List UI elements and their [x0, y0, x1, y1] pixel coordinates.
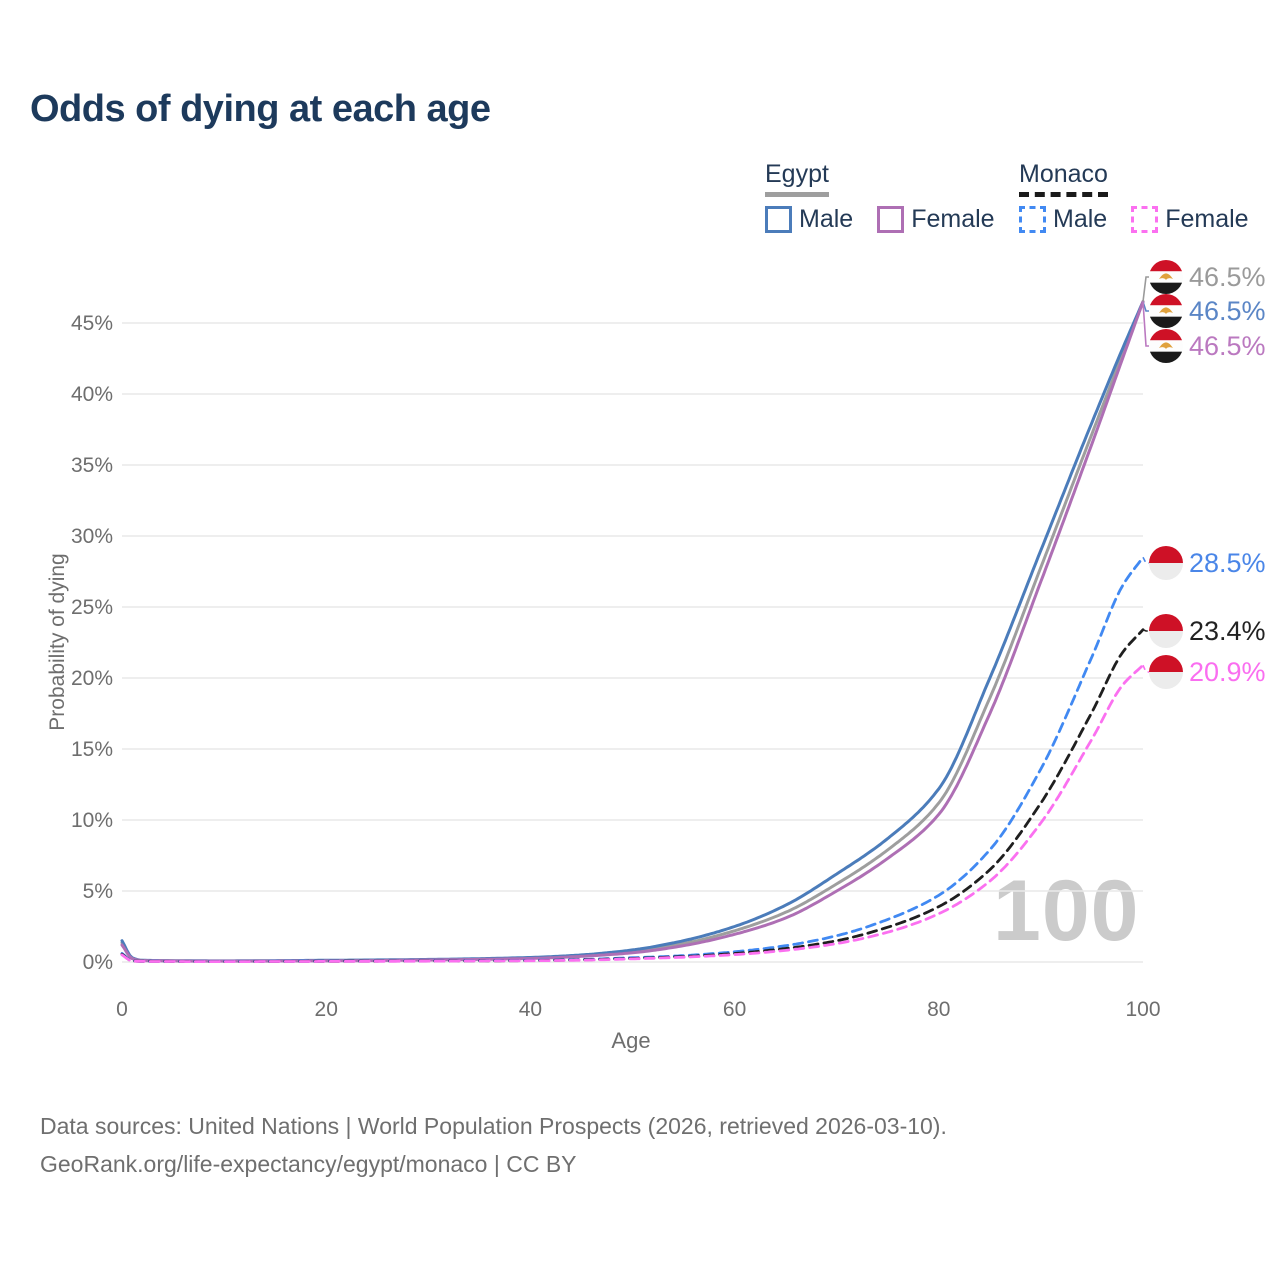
- series-line-egypt-female: [120, 300, 1145, 963]
- y-tick-label: 20%: [71, 667, 113, 690]
- egypt-flag-icon: [1149, 294, 1183, 328]
- monaco-flag-icon: [1149, 546, 1183, 580]
- series-line-monaco-male: [120, 555, 1145, 963]
- y-tick-label: 5%: [83, 880, 113, 903]
- y-tick-label: 35%: [71, 454, 113, 477]
- x-tick-label: 20: [315, 998, 338, 1021]
- end-value-label: 23.4%: [1189, 616, 1266, 646]
- footer-line-2: GeoRank.org/life-expectancy/egypt/monaco…: [40, 1150, 577, 1177]
- legend-item-label: Female: [911, 205, 995, 233]
- legend-item-egypt-male[interactable]: Male: [765, 205, 853, 234]
- legend-swatch-monaco-female: [1131, 206, 1159, 233]
- legend-row-monaco: Male Female: [1019, 205, 1249, 234]
- series-line-monaco-female: [120, 663, 1145, 963]
- end-label-connector: [1142, 664, 1149, 673]
- chart-title: Odds of dying at each age: [30, 88, 491, 130]
- footer-line-1: Data sources: United Nations | World Pop…: [40, 1113, 947, 1139]
- x-tick-label: 100: [1125, 998, 1160, 1021]
- x-axis-title: Age: [611, 1028, 651, 1053]
- y-tick-label: 10%: [71, 809, 113, 832]
- end-label-connector: [1142, 628, 1149, 632]
- legend-country-egypt: Egypt: [765, 160, 829, 197]
- y-tick-label: 40%: [71, 383, 113, 406]
- monaco-flag-icon: [1149, 655, 1183, 689]
- end-label-connector: [1142, 276, 1149, 302]
- end-value-label: 46.5%: [1189, 262, 1266, 292]
- legend-item-label: Male: [1053, 205, 1108, 233]
- series-line-egypt-male: [120, 300, 1145, 963]
- legend-group-monaco: Monaco Male Female: [1019, 160, 1249, 234]
- legend-swatch-monaco-male: [1019, 206, 1046, 233]
- legend-item-egypt-female[interactable]: Female: [877, 205, 995, 234]
- legend-item-label: Female: [1165, 205, 1249, 233]
- y-tick-label: 25%: [71, 596, 113, 619]
- y-axis-title: Probability of dying: [46, 553, 69, 731]
- footer: Data sources: United Nations | World Pop…: [40, 1108, 947, 1184]
- y-tick-label: 15%: [71, 738, 113, 761]
- end-value-label: 20.9%: [1189, 657, 1266, 687]
- y-tick-label: 45%: [71, 312, 113, 335]
- age-counter-watermark: 100: [993, 863, 1140, 959]
- legend-item-label: Male: [799, 205, 854, 233]
- end-value-label: 46.5%: [1189, 331, 1266, 361]
- y-tick-label: 0%: [83, 951, 113, 974]
- legend-item-monaco-female[interactable]: Female: [1131, 205, 1249, 234]
- legend-swatch-egypt-male: [765, 206, 792, 233]
- x-tick-label: 80: [927, 998, 950, 1021]
- end-value-label: 28.5%: [1189, 548, 1266, 578]
- legend-swatch-egypt-female: [877, 206, 905, 233]
- y-tick-label: 30%: [71, 525, 113, 548]
- egypt-flag-icon: [1149, 260, 1183, 294]
- legend-row-egypt: Male Female: [765, 205, 995, 234]
- x-tick-label: 60: [723, 998, 746, 1021]
- end-label-connector: [1142, 556, 1149, 564]
- end-label-connector: [1142, 301, 1149, 347]
- egypt-flag-icon: [1149, 329, 1183, 363]
- x-tick-label: 40: [519, 998, 542, 1021]
- series-line-egypt-both-sexes: [120, 300, 1145, 963]
- monaco-flag-icon: [1149, 614, 1183, 648]
- legend-group-egypt: Egypt Male Female: [765, 160, 995, 234]
- legend-country-monaco: Monaco: [1019, 160, 1108, 197]
- x-tick-label: 0: [116, 998, 128, 1021]
- end-value-label: 46.5%: [1189, 296, 1266, 326]
- legend-item-monaco-male[interactable]: Male: [1019, 205, 1107, 234]
